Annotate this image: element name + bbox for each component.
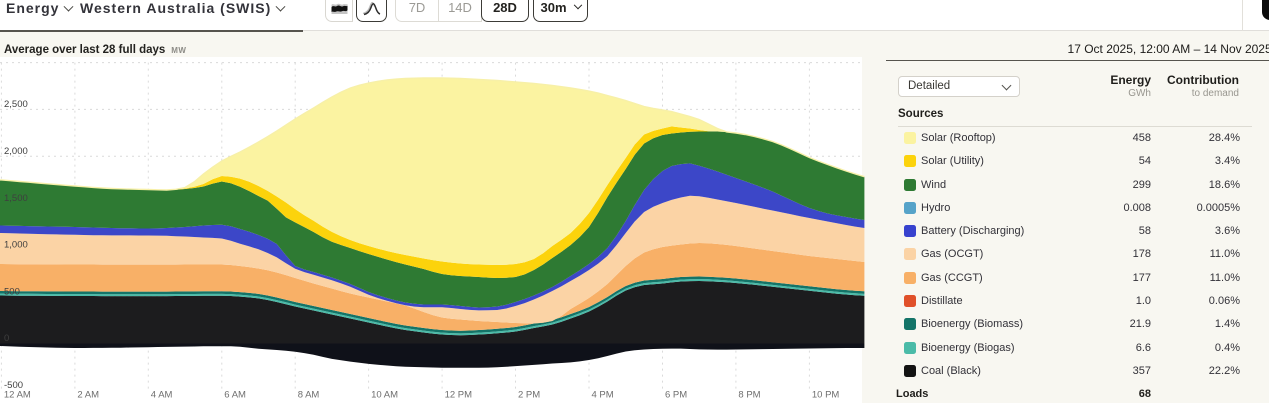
svg-text:10 AM: 10 AM <box>371 390 398 401</box>
svg-text:0: 0 <box>4 333 9 344</box>
svg-text:6 PM: 6 PM <box>665 390 687 401</box>
svg-text:2 PM: 2 PM <box>518 390 540 401</box>
svg-text:1,000: 1,000 <box>4 240 28 251</box>
svg-text:-500: -500 <box>4 380 23 391</box>
svg-text:500: 500 <box>4 286 20 297</box>
svg-text:2 AM: 2 AM <box>77 390 99 401</box>
svg-text:8 AM: 8 AM <box>298 390 320 401</box>
svg-text:1,500: 1,500 <box>4 193 28 204</box>
svg-text:4 AM: 4 AM <box>151 390 173 401</box>
svg-text:10 PM: 10 PM <box>812 390 840 401</box>
svg-text:2,000: 2,000 <box>4 146 28 157</box>
svg-text:12 PM: 12 PM <box>445 390 473 401</box>
svg-text:12 AM: 12 AM <box>4 390 31 401</box>
svg-text:4 PM: 4 PM <box>592 390 614 401</box>
svg-text:6 AM: 6 AM <box>224 390 246 401</box>
svg-text:2,500: 2,500 <box>4 99 28 110</box>
svg-text:8 PM: 8 PM <box>738 390 760 401</box>
